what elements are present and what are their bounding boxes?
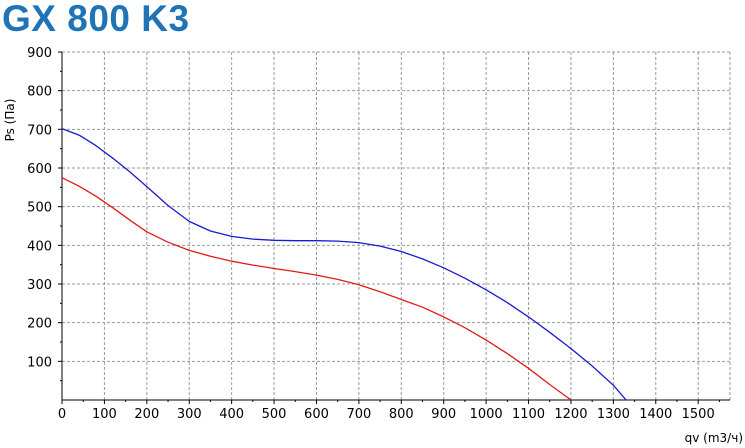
y-tick-label-5: 600 [27,162,52,177]
axes [58,51,730,404]
x-tick-label-1: 100 [92,407,117,422]
x-tick-label-12: 1200 [554,407,587,422]
x-tick-label-0: 0 [58,407,66,422]
x-tick-label-6: 600 [304,407,329,422]
y-tick-label-1: 200 [27,317,52,332]
chart-title: GX 800 K3 [2,0,190,39]
x-tick-label-4: 400 [219,407,244,422]
x-axis-label: qv (m3/ч) [685,431,743,445]
y-tick-label-4: 500 [27,201,52,216]
y-axis-label: Ps (Па) [3,99,17,142]
grid [62,51,731,400]
x-tick-label-5: 500 [262,407,287,422]
y-tick-label-0: 100 [27,355,52,370]
x-tick-label-15: 1500 [682,407,715,422]
y-tick-label-3: 400 [27,239,52,254]
series-line-1 [61,177,572,401]
y-tick-label-7: 800 [27,85,52,100]
x-tick-label-8: 800 [389,407,414,422]
x-tick-label-3: 300 [177,407,202,422]
x-tick-label-13: 1300 [597,407,630,422]
y-tick-label-2: 300 [27,278,52,293]
series [61,127,627,401]
x-tick-label-11: 1100 [512,407,545,422]
x-tick-label-14: 1400 [639,407,672,422]
series-line-0 [61,127,627,401]
y-tick-label-6: 700 [27,123,52,138]
x-tick-label-10: 1000 [470,407,503,422]
x-tick-label-2: 200 [134,407,159,422]
tick-labels: 0 100 200 300 400 500 600 700 800 900 1000 1100 1200… [27,46,715,422]
x-tick-label-7: 700 [346,407,371,422]
y-tick-label-8: 900 [27,46,52,61]
x-tick-label-9: 900 [431,407,456,422]
